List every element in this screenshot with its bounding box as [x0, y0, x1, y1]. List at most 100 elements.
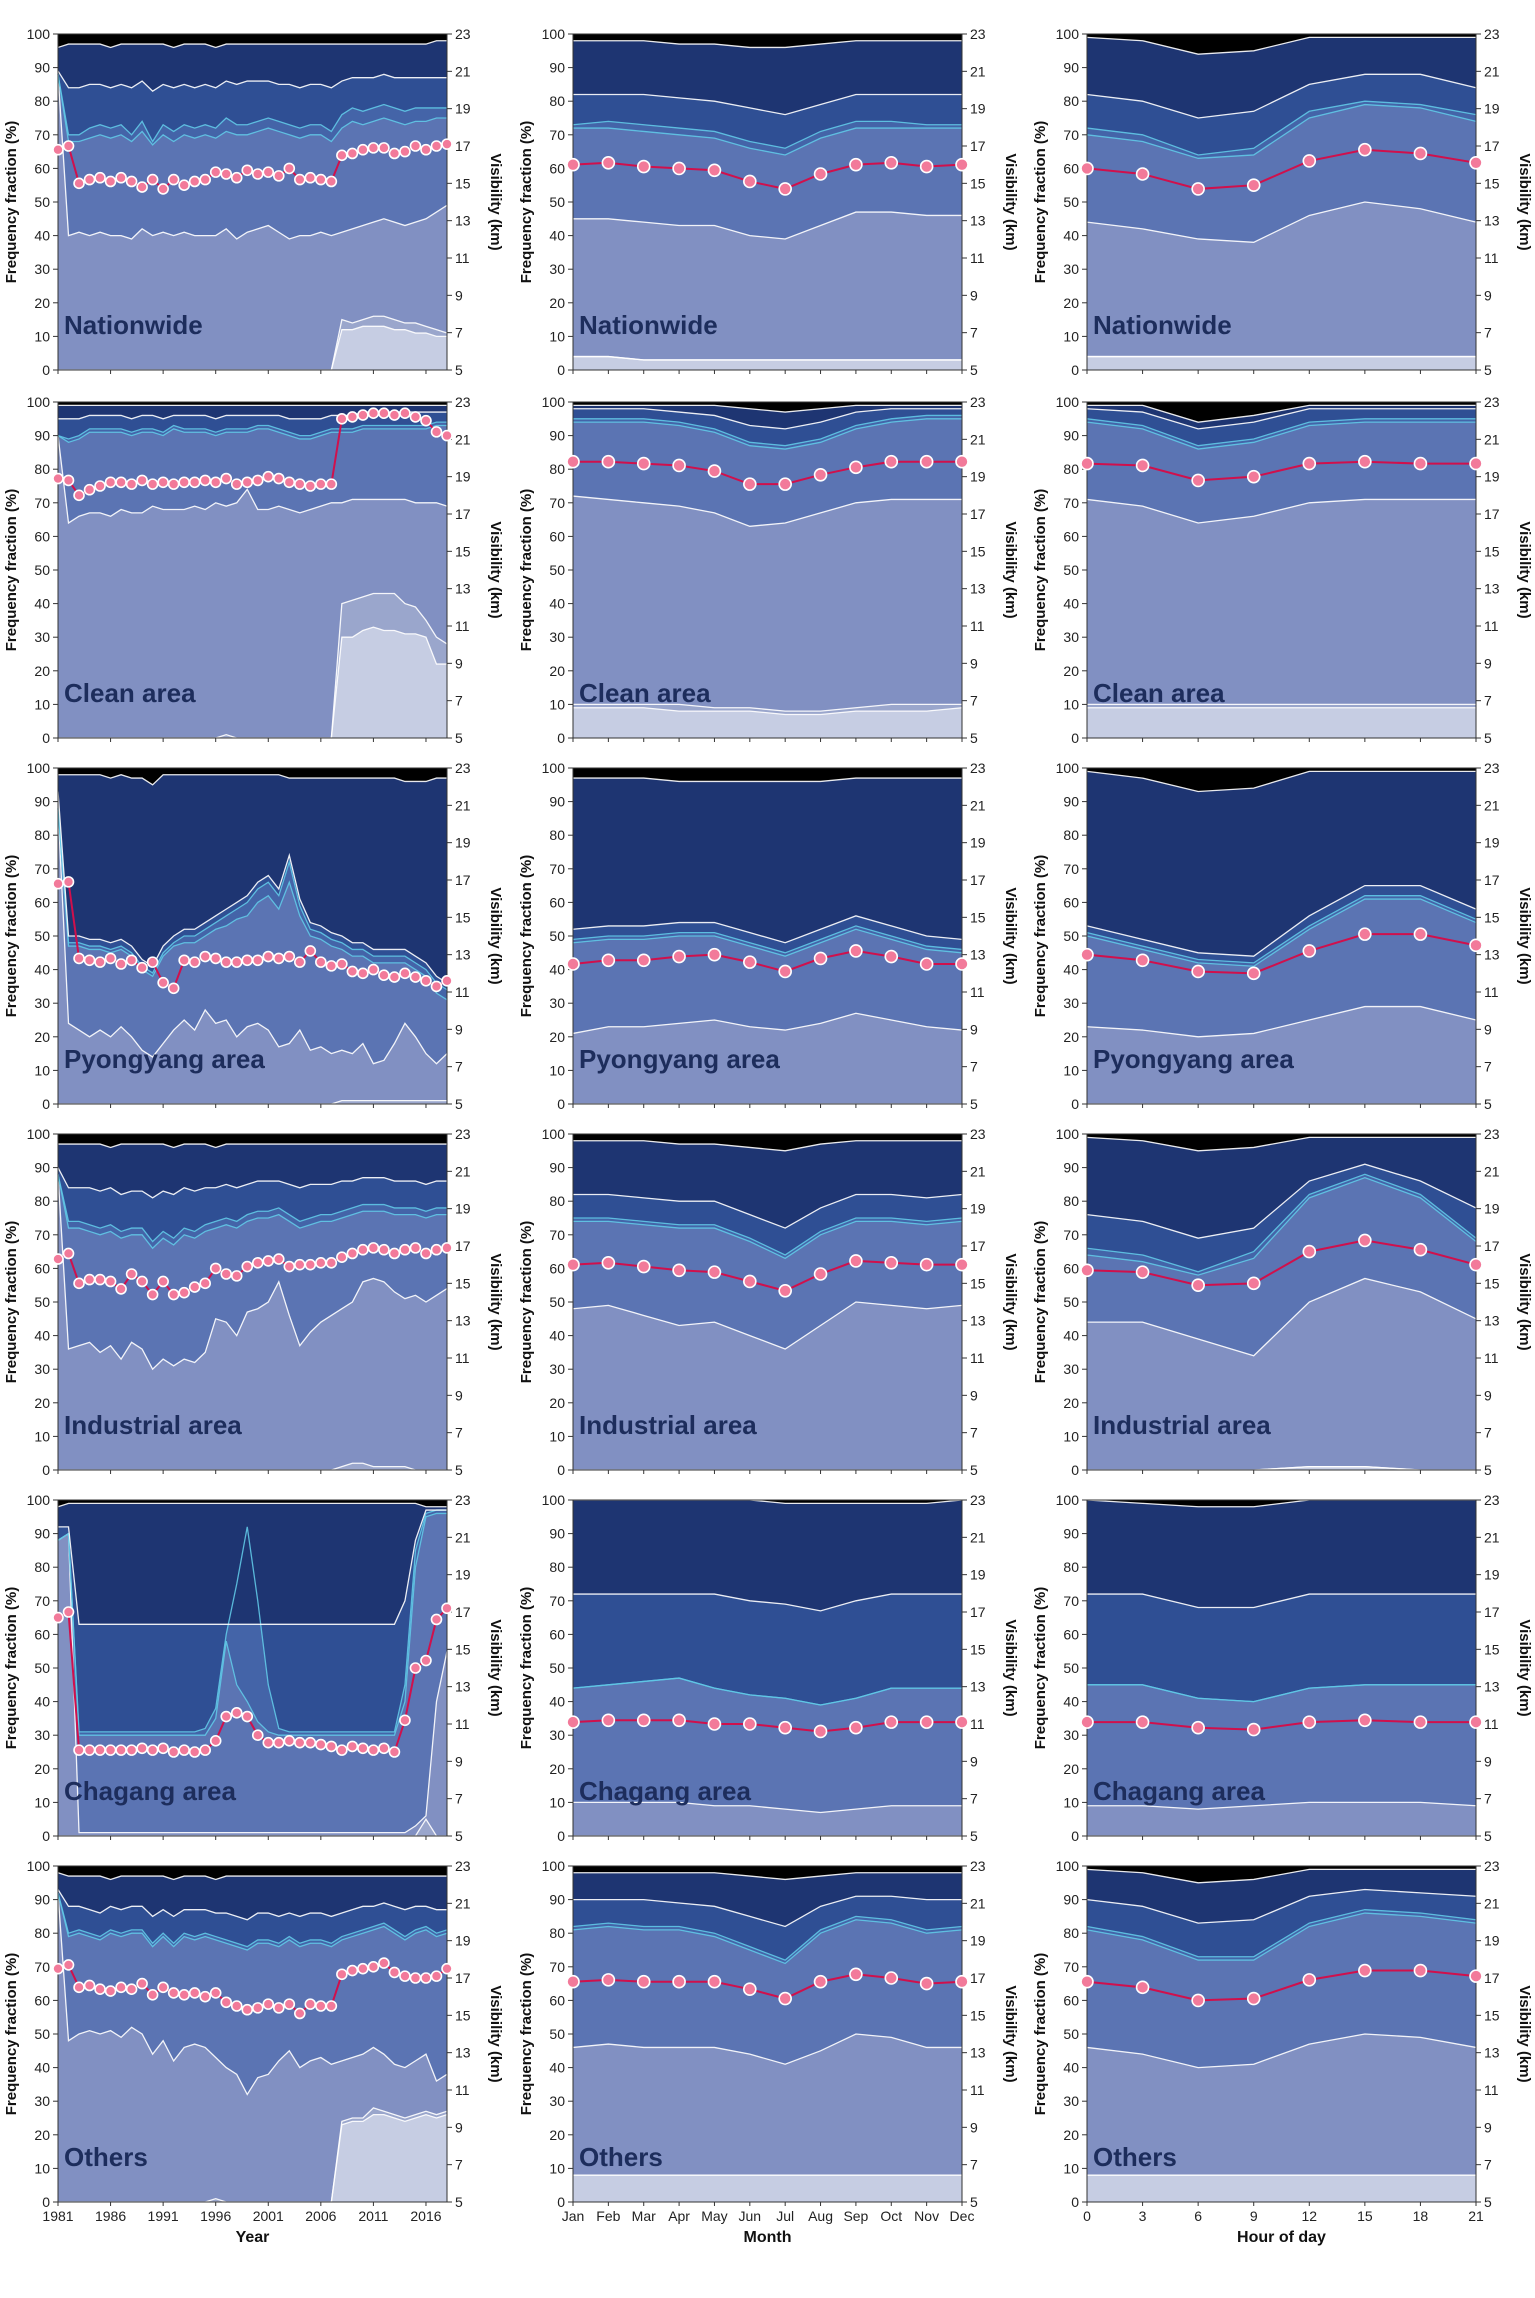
- visibility-marker: [441, 1962, 453, 1975]
- visibility-marker: [672, 1713, 686, 1728]
- frequency-band-5: [1087, 1174, 1476, 1276]
- visibility-marker: [178, 1286, 190, 1299]
- y-left-tick-label: 0: [42, 2194, 50, 2210]
- x-tick-label: 6: [1194, 2208, 1202, 2224]
- visibility-marker: [199, 1277, 211, 1290]
- band-border-7: [57, 1872, 447, 1881]
- y-left-tick-label: 40: [1063, 962, 1079, 978]
- panel-industrial-area-2: 0 10 20 30 40 50 60 70 80 90 100 5 7 9 11 13 15 17 19 21 23 F…: [1032, 1126, 1533, 1478]
- y-right-tick-label: 11: [970, 1350, 985, 1366]
- visibility-marker: [157, 183, 169, 195]
- visibility-marker: [199, 1744, 211, 1756]
- y-right-tick-label: 5: [1484, 730, 1492, 746]
- y-left-axis-label: Frequency fraction (%): [3, 121, 20, 284]
- y-right-tick-label: 13: [1484, 2045, 1500, 2061]
- y-right-tick-label: 15: [1484, 175, 1500, 191]
- visibility-marker: [743, 1274, 757, 1289]
- visibility-marker: [813, 167, 828, 181]
- y-right-tick-label: 23: [1484, 26, 1500, 42]
- visibility-marker: [367, 407, 380, 420]
- visibility-marker: [125, 1983, 138, 1995]
- panel-pyongyang-area-1: 0 10 20 30 40 50 60 70 80 90 100 5 7 9 11 13 15 17 19 21 23 F…: [518, 760, 1019, 1112]
- visibility-marker: [1246, 1722, 1261, 1737]
- visibility-marker: [62, 1247, 75, 1260]
- y-left-tick-label: 10: [34, 1794, 50, 1810]
- frequency-band-3: [1087, 1802, 1476, 1836]
- visibility-marker: [94, 1983, 106, 1995]
- visibility-marker: [251, 1729, 264, 1741]
- frequency-band-6: [58, 1889, 447, 1947]
- y-left-tick-label: 50: [1063, 1660, 1079, 1676]
- y-right-tick-label: 15: [1484, 1275, 1500, 1291]
- y-right-tick-label: 13: [455, 581, 471, 597]
- y-right-tick-label: 9: [455, 287, 463, 303]
- y-left-tick-label: 10: [549, 2160, 565, 2176]
- y-left-tick-label: 0: [42, 730, 50, 746]
- visibility-marker: [294, 478, 306, 490]
- visibility-marker: [420, 143, 432, 156]
- y-right-tick-label: 7: [1484, 2157, 1492, 2173]
- visibility-marker: [104, 952, 117, 965]
- visibility-marker: [601, 953, 616, 968]
- y-right-tick-label: 21: [455, 1895, 471, 1911]
- frequency-band-1: [58, 326, 447, 370]
- visibility-marker: [420, 1972, 432, 1984]
- visibility-marker: [315, 1738, 327, 1751]
- y-right-axis-label: Visibility (km): [487, 887, 504, 984]
- y-left-tick-label: 0: [557, 362, 565, 378]
- y-left-tick-label: 20: [1063, 295, 1079, 311]
- x-tick-label: Oct: [880, 2208, 902, 2224]
- visibility-marker: [707, 1717, 722, 1731]
- y-right-axis-label: Visibility (km): [487, 1985, 504, 2082]
- y-right-tick-label: 17: [455, 138, 471, 154]
- y-right-axis-label: Visibility (km): [1516, 153, 1533, 250]
- visibility-marker: [430, 1613, 443, 1626]
- frequency-band-3: [58, 1892, 447, 2202]
- visibility-marker: [707, 464, 722, 478]
- band-border-5: [572, 120, 962, 149]
- region-label: Pyongyang area: [1093, 1044, 1294, 1074]
- y-left-tick-label: 10: [1063, 1062, 1079, 1078]
- y-left-tick-label: 30: [1063, 629, 1079, 645]
- band-border-6: [1086, 1888, 1477, 1924]
- y-right-tick-label: 15: [455, 1641, 471, 1657]
- visibility-marker: [283, 162, 296, 175]
- visibility-marker: [849, 157, 863, 172]
- x-tick-label: Jun: [739, 2208, 762, 2224]
- y-right-axis-label: Visibility (km): [1002, 521, 1019, 618]
- visibility-marker: [420, 1654, 432, 1667]
- y-left-tick-label: 50: [549, 562, 565, 578]
- visibility-marker: [315, 1257, 327, 1269]
- band-border-5: [57, 1174, 447, 1243]
- y-left-tick-label: 40: [34, 228, 50, 244]
- visibility-marker: [346, 965, 359, 978]
- y-left-tick-label: 60: [549, 1626, 565, 1642]
- frequency-band-5: [58, 1892, 447, 1950]
- y-left-tick-label: 40: [549, 962, 565, 978]
- region-label: Industrial area: [579, 1410, 757, 1440]
- frequency-band-3: [58, 435, 447, 738]
- y-right-tick-label: 5: [970, 2194, 978, 2210]
- visibility-marker: [367, 1242, 380, 1254]
- y-right-axis-label: Visibility (km): [487, 1619, 504, 1716]
- visibility-marker: [778, 964, 792, 979]
- visibility-marker: [251, 2002, 264, 2014]
- visibility-marker: [388, 971, 401, 983]
- band-border-5: [572, 1915, 963, 1961]
- band-border-7: [573, 404, 962, 413]
- y-right-tick-label: 13: [970, 947, 986, 963]
- band-border-6: [57, 70, 447, 92]
- band-border-5: [572, 1677, 962, 1706]
- x-tick-label: 15: [1357, 2208, 1373, 2224]
- visibility-marker: [272, 472, 285, 485]
- y-left-tick-label: 90: [34, 428, 50, 444]
- visibility-marker: [209, 1735, 222, 1747]
- visibility-marker: [672, 1974, 686, 1989]
- frequency-band-3: [58, 74, 447, 370]
- band-border-4: [1086, 103, 1477, 159]
- visibility-marker: [430, 140, 443, 152]
- x-tick-label: 1996: [200, 2208, 231, 2224]
- visibility-marker: [136, 181, 148, 193]
- visibility-marker: [104, 476, 117, 489]
- visibility-marker: [849, 944, 863, 958]
